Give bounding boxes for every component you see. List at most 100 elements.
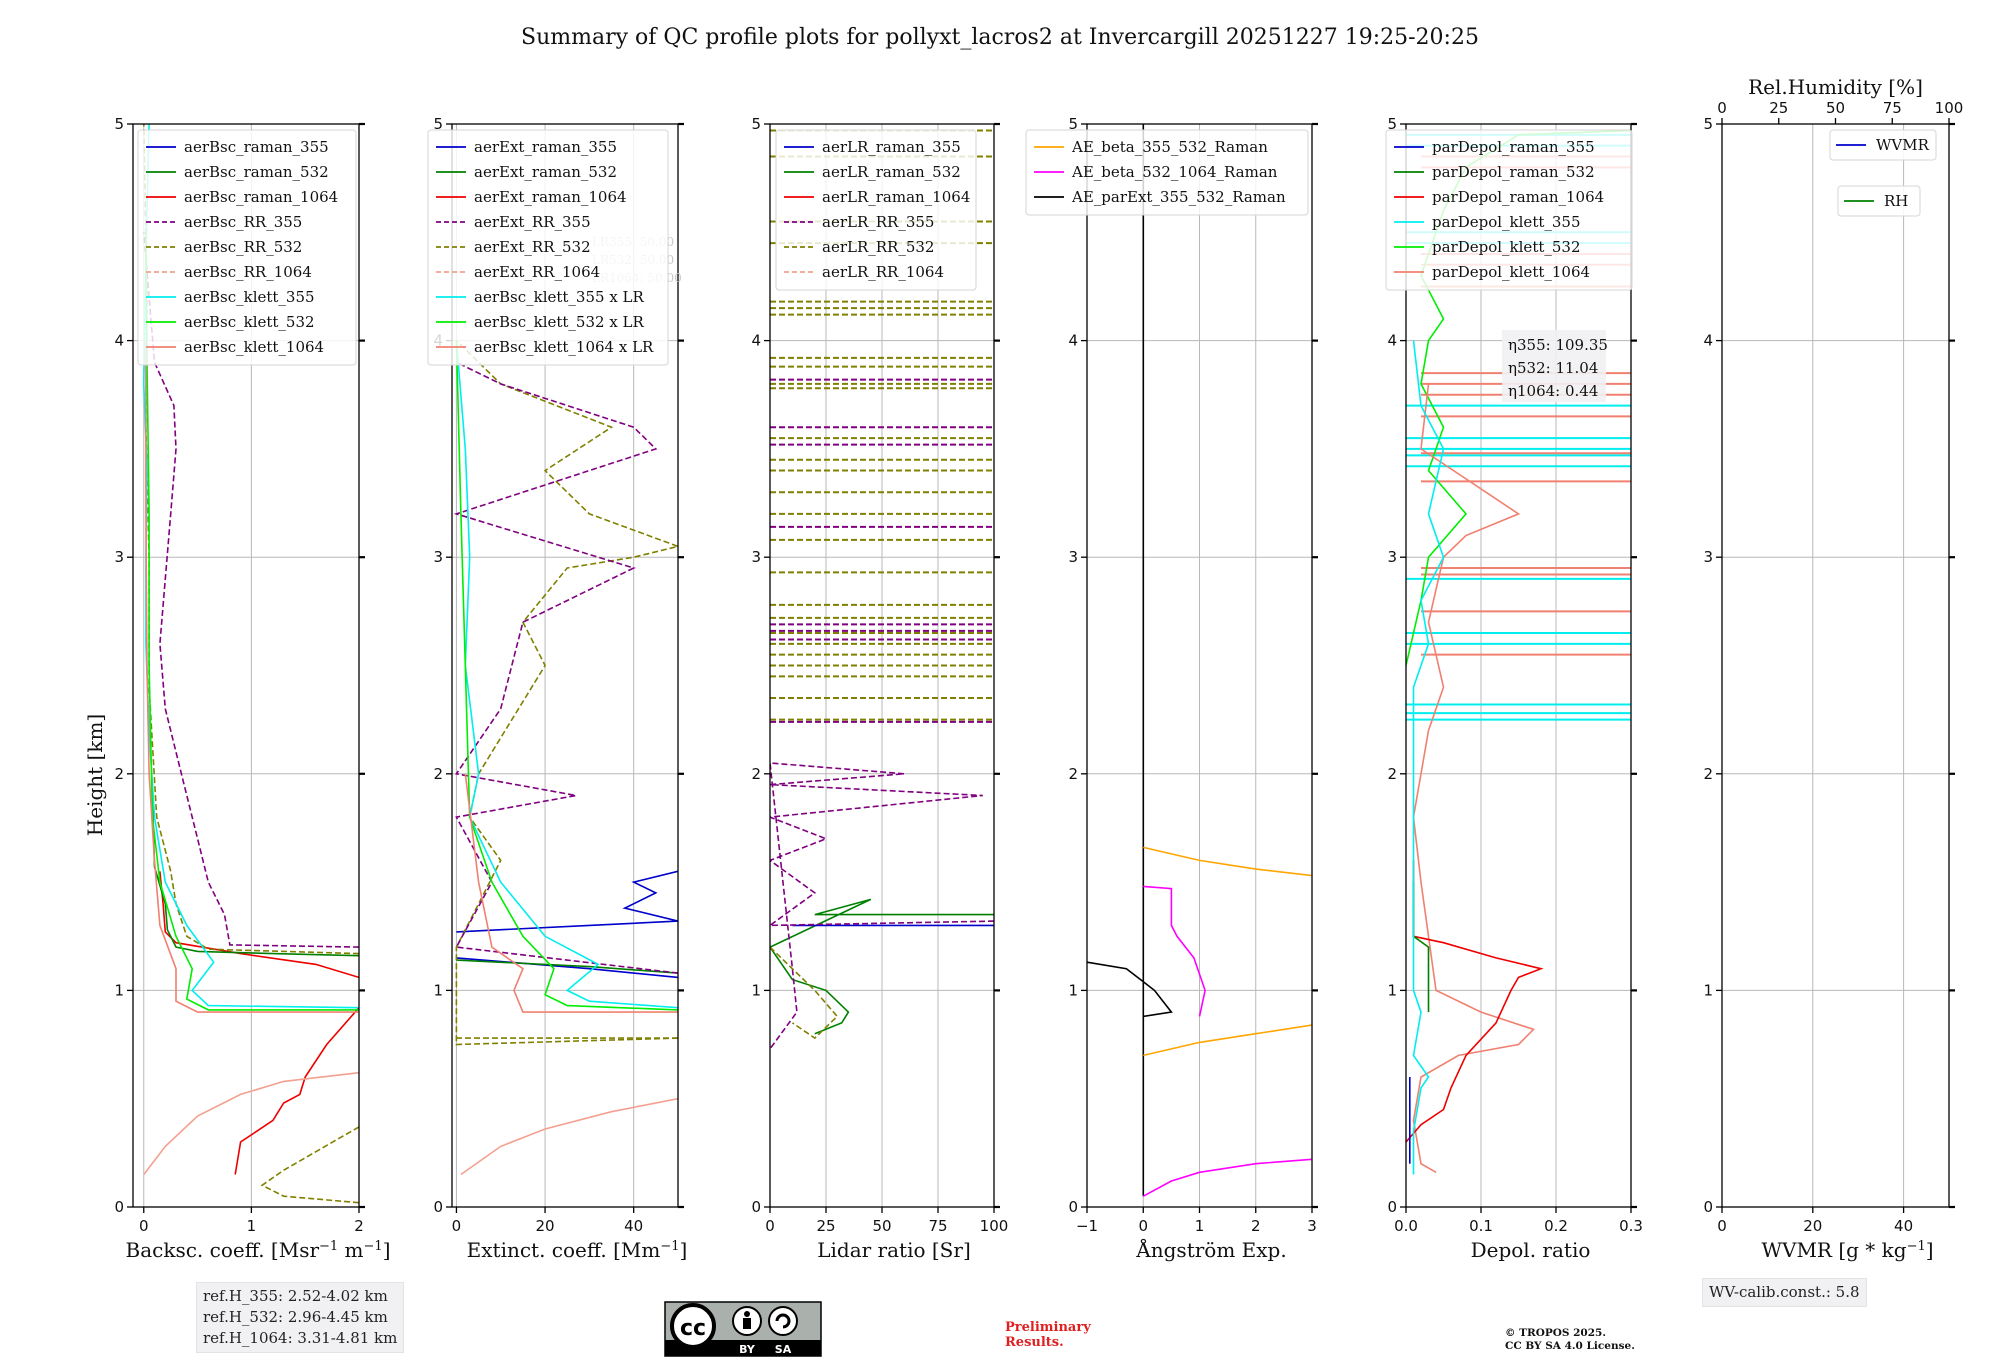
series-AE_beta_355_532_low [1143,1024,1312,1057]
depol-ytick-label: 1 [1387,981,1397,999]
ae-ytick-label: 1 [1068,981,1078,999]
legend-entry: aerLR_raman_532 [822,163,961,181]
ref-height-1064: ref.H_1064: 3.31-4.81 km [203,1329,398,1347]
legend-box [427,129,669,366]
legend-box [1385,129,1633,291]
depol-xtick-label: 0.2 [1544,1217,1568,1235]
lr-ytick-label: 3 [751,548,761,566]
legend-entry: AE_beta_355_532_Raman [1071,138,1268,156]
ae-xlabel: Ångström Exp. [1135,1237,1286,1262]
series-aerExt_RR_355 [453,361,678,974]
by-person-head [744,1311,750,1317]
preliminary-line-2: Results. [1005,1335,1064,1350]
cc-by-label: BY [739,1343,756,1356]
legend-entry: aerBsc_RR_355 [184,213,302,231]
ae-xtick-label: 3 [1307,1217,1317,1235]
lr-ytick-label: 2 [751,765,761,783]
bsc-xlabel: Backsc. coeff. [Msr−1 m−1] [126,1238,391,1262]
depol-frame [1405,123,1632,1208]
panel-lr: 0 25 50 75 100 0 1 2 3 4 5 Lidar ratio [Sr] aerLR_ra… [751,115,1008,1262]
depol-ytick-label: 5 [1387,115,1397,133]
eta-annotation-box: η355: 109.35 η532: 11.04 η1064: 0.44 [1502,330,1608,402]
series-AE_beta_355_532_Raman [1143,846,1312,877]
bsc-ytick-label: 2 [114,765,124,783]
bsc-ytick-label: 3 [114,548,124,566]
series-aerBsc_klett_532 [145,232,359,1011]
bsc-xtick-label: 2 [354,1217,364,1235]
lr-xtick-label: 50 [872,1217,891,1235]
legend-entry: aerBsc_raman_532 [184,163,329,181]
series-AE_beta_532_1064_low [1142,1158,1312,1197]
legend-box [775,129,977,291]
rh-top-tick-label: 0 [1717,99,1727,117]
series-aerLR_RR_532 [770,946,839,1040]
legend-entry: parDepol_klett_532 [1432,238,1581,256]
cc-license-badge: cc BY SA [664,1301,822,1357]
legend-entry: WVMR [1876,136,1930,154]
series-aerExt_RR_1064 [460,1097,678,1176]
legend-entry: aerBsc_raman_355 [184,138,329,156]
wv-frame [1721,123,1950,1208]
lr-ytick-label: 4 [751,332,761,350]
ae-xtick-label: 2 [1251,1217,1261,1235]
depol-ytick-label: 2 [1387,765,1397,783]
bsc-xtick-label: 1 [247,1217,257,1235]
depol-xtick-label: 0.3 [1619,1217,1643,1235]
wv-ytick-label: 0 [1703,1198,1713,1216]
legend-entry: aerBsc_raman_1064 [184,188,338,206]
legend-box [137,129,357,366]
series-aerBsc_klett_1064 [145,340,359,1013]
legend-entry: aerExt_raman_1064 [474,188,627,206]
lr-ytick-label: 1 [751,981,761,999]
depol-ytick-label: 4 [1387,332,1397,350]
ext-xtick-label: 20 [536,1217,555,1235]
rh-top-tick-label: 75 [1883,99,1902,117]
series-aerExt_raman_355_upper [456,870,678,933]
rh-top-tick-label: 50 [1826,99,1845,117]
wv-xtick-label: 20 [1803,1217,1822,1235]
lr-ytick-label: 0 [751,1198,761,1216]
legend-entry: aerBsc_klett_355 x LR [474,288,645,306]
preliminary-results-note: Preliminary Results. [1005,1320,1091,1350]
depol-xtick-label: 0.0 [1394,1217,1418,1235]
ae-legend: AE_beta_355_532_Raman AE_beta_532_1064_Ra… [1025,129,1309,216]
panel-wv: 0 20 40 0 1 2 3 4 5 WVMR [g * kg−1] 0 25 50 75 100 Rel.… [1703,75,1963,1262]
ext-ytick-label: 1 [433,981,443,999]
cc-icon [670,1303,716,1349]
legend-entry: aerBsc_klett_532 [184,313,315,331]
eta-annotation-line: η1064: 0.44 [1508,382,1598,400]
ae-xtick-label: −1 [1076,1217,1098,1235]
ext-ytick-label: 5 [433,115,443,133]
copyright-line-1: © TROPOS 2025. [1505,1327,1607,1339]
lr-xtick-label: 75 [928,1217,947,1235]
wv-ytick-label: 2 [1703,765,1713,783]
lr-xlabel: Lidar ratio [Sr] [817,1238,971,1262]
ae-ytick-label: 3 [1068,548,1078,566]
cc-sa-label: SA [775,1343,792,1356]
ext-xtick-label: 0 [452,1217,462,1235]
series-aerLR_raman_532 [770,898,994,1035]
legend-entry: aerExt_raman_355 [474,138,617,156]
legend-entry: aerBsc_klett_532 x LR [474,313,645,331]
bsc-ytick-label: 5 [114,115,124,133]
reference-height-box: ref.H_355: 2.52-4.02 km ref.H_532: 2.96-… [196,1282,405,1353]
bsc-ytick-label: 4 [114,332,124,350]
series-aerBsc_raman_1064 [234,1007,359,1175]
wv-xlabel: WVMR [g * kg−1] [1761,1238,1933,1262]
series-aerBsc_raman_532 [151,795,359,957]
series-parDepol_klett_355 [1412,340,1445,1175]
series-aerBsc_raman_1064_upper [159,871,359,979]
legend-entry: aerLR_RR_1064 [822,263,944,281]
legend-entry: aerExt_RR_532 [474,238,591,256]
legend-entry: aerBsc_RR_1064 [184,263,312,281]
ref-height-532: ref.H_532: 2.96-4.45 km [203,1308,388,1326]
legend-box [1837,185,1921,217]
eta-annotation-line: η355: 109.35 [1508,336,1608,354]
series-parDepol_klett_1064 [1412,383,1535,1173]
lr-xtick-label: 0 [765,1217,775,1235]
series-aerBsc_klett_1064 x LR [464,773,678,1013]
panel-ext: 02040012345Extinct. coeff. [Mm−1]LR355: … [427,115,687,1262]
legend-entry: parDepol_klett_1064 [1432,263,1590,281]
legend-entry: aerBsc_klett_355 [184,288,315,306]
wv-xtick-label: 0 [1717,1217,1727,1235]
